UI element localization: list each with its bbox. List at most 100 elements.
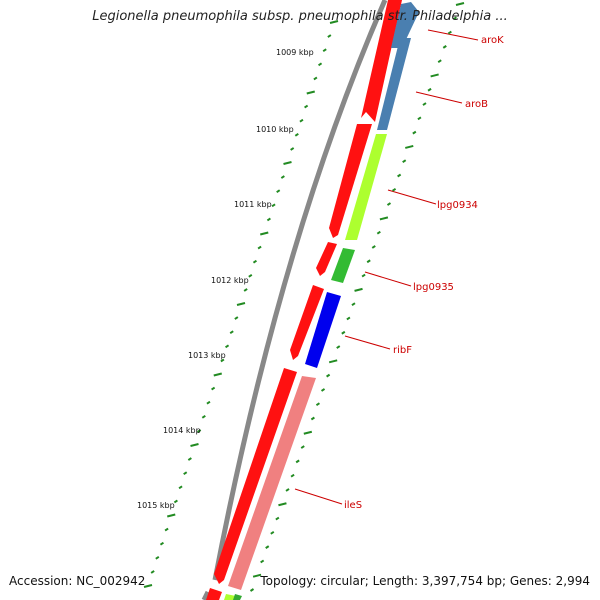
major-tick xyxy=(252,573,262,578)
minor-tick xyxy=(427,87,432,92)
gene-label-ribF: ribF xyxy=(393,345,412,356)
minor-tick xyxy=(248,273,253,278)
minor-tick xyxy=(361,273,366,278)
minor-tick xyxy=(310,416,315,421)
gene-block-ribF xyxy=(305,292,341,368)
minor-tick xyxy=(422,102,427,106)
major-tick xyxy=(455,2,465,6)
minor-tick xyxy=(257,245,262,250)
minor-tick xyxy=(386,202,392,206)
minor-tick xyxy=(320,388,326,392)
minor-tick xyxy=(417,116,422,121)
minor-tick xyxy=(229,330,234,335)
minor-tick xyxy=(294,132,299,137)
major-tick xyxy=(260,231,269,236)
minor-tick xyxy=(447,30,452,35)
label-connectors xyxy=(294,29,479,505)
gene-block-lpg0935 xyxy=(331,248,355,283)
minor-tick xyxy=(295,459,300,464)
connector-lpg0935 xyxy=(364,271,412,287)
cds-arrow xyxy=(290,285,324,360)
major-tick xyxy=(354,287,363,292)
inner-tick-ring xyxy=(249,2,465,592)
minor-tick xyxy=(266,217,271,222)
minor-tick xyxy=(327,34,332,38)
minor-tick xyxy=(206,400,211,405)
kbp-label: 1014 kbp xyxy=(163,426,201,435)
gene-block-small xyxy=(224,594,236,600)
minor-tick xyxy=(437,59,442,64)
gene-block-aroK xyxy=(391,2,419,48)
minor-tick xyxy=(371,245,376,249)
forward-strand xyxy=(206,0,402,600)
minor-tick xyxy=(300,445,305,449)
minor-tick xyxy=(271,203,276,208)
connector-aroK xyxy=(427,29,479,41)
cds-arrow xyxy=(214,368,297,584)
kbp-label: 1015 kbp xyxy=(137,501,175,510)
major-tick xyxy=(236,302,246,306)
kbp-label: 1011 kbp xyxy=(234,200,272,209)
minor-tick xyxy=(290,147,295,151)
kbp-label: 1013 kbp xyxy=(188,351,226,360)
minor-tick xyxy=(260,559,265,564)
minor-tick xyxy=(313,76,318,81)
connector-ileS xyxy=(294,488,343,505)
major-tick xyxy=(283,161,292,165)
kbp-tick-labels: 1009 kbp 1010 kbp 1011 kbp 1012 kbp 1013… xyxy=(137,48,314,510)
connector-ribF xyxy=(344,335,391,350)
minor-tick xyxy=(280,175,285,179)
minor-tick xyxy=(150,570,155,574)
major-tick xyxy=(430,73,439,78)
minor-tick xyxy=(178,485,183,490)
minor-tick xyxy=(315,402,321,407)
major-tick xyxy=(379,216,389,221)
major-tick xyxy=(328,359,338,364)
cds-arrow xyxy=(316,242,337,276)
gene-block-aroB xyxy=(377,38,411,130)
major-tick xyxy=(405,144,414,149)
kbp-label: 1010 kbp xyxy=(256,125,294,134)
minor-tick xyxy=(336,345,341,349)
minor-tick xyxy=(155,555,160,560)
minor-tick xyxy=(265,545,270,549)
minor-tick xyxy=(285,488,290,492)
gene-label-ileS: ileS xyxy=(344,500,362,511)
minor-tick xyxy=(442,45,447,49)
minor-tick xyxy=(322,48,327,53)
minor-tick xyxy=(252,259,258,264)
minor-tick xyxy=(211,386,216,391)
kbp-label: 1012 kbp xyxy=(211,276,249,285)
minor-tick xyxy=(412,130,417,135)
major-tick xyxy=(278,502,287,507)
kbp-label: 1009 kbp xyxy=(276,48,314,57)
minor-tick xyxy=(201,414,206,419)
minor-tick xyxy=(346,316,351,321)
minor-tick xyxy=(276,189,281,194)
reverse-strand xyxy=(224,2,419,600)
major-tick xyxy=(143,584,153,588)
minor-tick xyxy=(224,344,230,349)
minor-tick xyxy=(270,530,275,535)
genome-summary: Topology: circular; Length: 3,397,754 bp… xyxy=(260,574,590,588)
major-tick xyxy=(329,20,339,24)
minor-tick xyxy=(397,173,402,178)
gene-label-aroB: aroB xyxy=(465,99,488,110)
minor-tick xyxy=(317,62,323,67)
major-tick xyxy=(306,90,315,95)
gene-block-small-2 xyxy=(233,594,242,600)
minor-tick xyxy=(376,230,381,235)
minor-tick xyxy=(197,429,202,433)
outer-tick-ring xyxy=(143,20,339,588)
minor-tick xyxy=(299,118,304,123)
map-title: Legionella pneumophila subsp. pneumophil… xyxy=(92,9,508,24)
gene-label-aroK: aroK xyxy=(481,35,504,46)
minor-tick xyxy=(275,516,280,521)
major-tick xyxy=(303,430,313,435)
minor-tick xyxy=(159,541,165,546)
cds-arrow xyxy=(206,588,222,600)
major-tick xyxy=(167,513,176,518)
minor-tick xyxy=(402,159,407,164)
backbone-line xyxy=(212,0,388,581)
